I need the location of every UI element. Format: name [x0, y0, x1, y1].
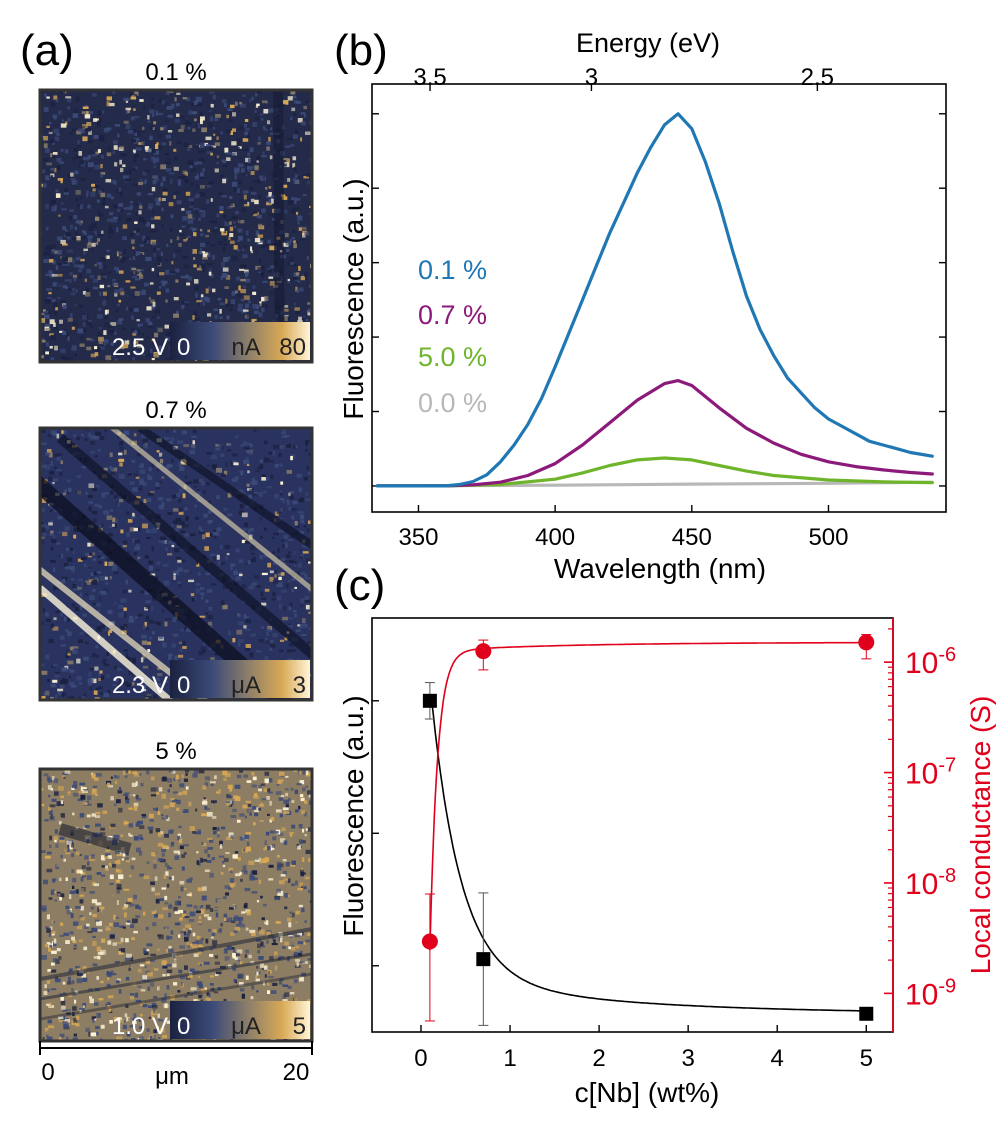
y2-tick-label: 10-8: [905, 865, 956, 901]
colorbar-unit-1: nA: [231, 334, 260, 361]
conductance-fit-curve: [429, 641, 867, 951]
current-map-1: [38, 88, 314, 364]
x-tick-label-c: 3: [681, 1045, 694, 1072]
map-title-2: 0.7 %: [145, 397, 206, 424]
colorbar-max-2: 3: [293, 672, 306, 699]
panel-a-label: (a): [20, 26, 74, 75]
concentration-axis-label: c[Nb] (wt%): [575, 1077, 720, 1108]
plot-frame-b: [371, 83, 947, 513]
x-tick-label-c: 4: [771, 1045, 784, 1072]
conductance-plot-frame: [371, 617, 894, 1033]
colorbar-min-1: 0: [177, 334, 190, 361]
scale-unit: μm: [155, 1063, 189, 1090]
conductance-point: [475, 643, 492, 660]
colorbar-2: [170, 660, 310, 698]
colorbar-unit-2: μA: [231, 672, 261, 699]
fluorescence-axis-label-c: Fluorescence (a.u.): [338, 695, 369, 936]
energy-axis-ticks: 3.5 3 2.5: [413, 64, 834, 91]
y2-tick-label: 10-6: [905, 644, 956, 680]
scale-end: 20: [283, 1059, 310, 1086]
top-tick-label: 2.5: [801, 64, 834, 91]
concentration-axis-ticks: 0 1 2 3 4 5: [414, 1025, 873, 1072]
series-line-07: [375, 379, 934, 488]
fluorescence-axis-label-b: Fluorescence (a.u.): [338, 178, 369, 419]
colorbar-min-3: 0: [177, 1013, 190, 1040]
conductance-axis-ticks: 10-9 10-8 10-7 10-6: [884, 628, 956, 1011]
data-points: [421, 634, 875, 1026]
legend-label-0-7: 0.7 %: [418, 300, 487, 330]
plot-frame-c: [371, 617, 894, 1033]
series-line-50: [375, 456, 934, 488]
fluorescence-point: [422, 693, 437, 708]
colorbar-3: [170, 1001, 310, 1039]
wavelength-axis-ticks: 350 400 450 500: [398, 505, 848, 551]
legend-label-0-0: 0.0 %: [418, 388, 487, 418]
x-tick-label-c: 2: [592, 1045, 605, 1072]
colorbar-min-2: 0: [177, 672, 190, 699]
x-tick-label-c: 0: [414, 1045, 427, 1072]
fluorescence-point: [476, 952, 491, 967]
x-tick-label-c: 5: [860, 1045, 873, 1072]
colorbar-max-1: 80: [279, 334, 306, 361]
scale-start: 0: [41, 1059, 54, 1086]
wavelength-axis-label: Wavelength (nm): [554, 553, 766, 584]
y2-tick-label: 10-9: [905, 975, 956, 1011]
map-title-1: 0.1 %: [145, 59, 206, 86]
spectrum-series: [375, 112, 934, 488]
colorbar-1: [170, 322, 310, 360]
bias-voltage-3: 1.0 V: [112, 1013, 168, 1040]
spectrum-legend: 0.1 % 0.7 % 5.0 % 0.0 %: [418, 255, 487, 418]
x-tick-label-b: 400: [535, 524, 575, 551]
fit-curves: [429, 641, 867, 1012]
series-line-01: [375, 112, 934, 488]
top-tick-label: 3.5: [413, 64, 446, 91]
conductance-point: [421, 933, 438, 950]
energy-axis-label: Energy (eV): [576, 28, 720, 58]
colorbar-unit-3: μA: [231, 1013, 261, 1040]
conductance-axis-label: Local conductance (S): [965, 696, 996, 975]
x-tick-label-b: 500: [808, 524, 848, 551]
panel-c-label: (c): [334, 561, 385, 610]
legend-label-5-0: 5.0 %: [418, 342, 487, 372]
legend-label-0-1: 0.1 %: [418, 255, 487, 285]
y2-tick-label: 10-7: [905, 755, 956, 791]
fluorescence-fit-curve: [429, 699, 867, 1012]
colorbar-max-3: 5: [293, 1013, 306, 1040]
panel-b-label: (b): [334, 26, 388, 75]
bias-voltage-2: 2.3 V: [112, 672, 168, 699]
map-title-3: 5 %: [155, 738, 196, 765]
x-tick-label-b: 350: [398, 524, 438, 551]
x-tick-label-b: 450: [672, 524, 712, 551]
bias-voltage-1: 2.5 V: [112, 334, 168, 361]
spectrum-plot-frame: [371, 83, 947, 513]
top-tick-label: 3: [585, 64, 598, 91]
fluorescence-point: [859, 1006, 874, 1021]
x-tick-label-c: 1: [503, 1045, 516, 1072]
scale-bar: [39, 1041, 313, 1055]
conductance-point: [858, 634, 875, 651]
